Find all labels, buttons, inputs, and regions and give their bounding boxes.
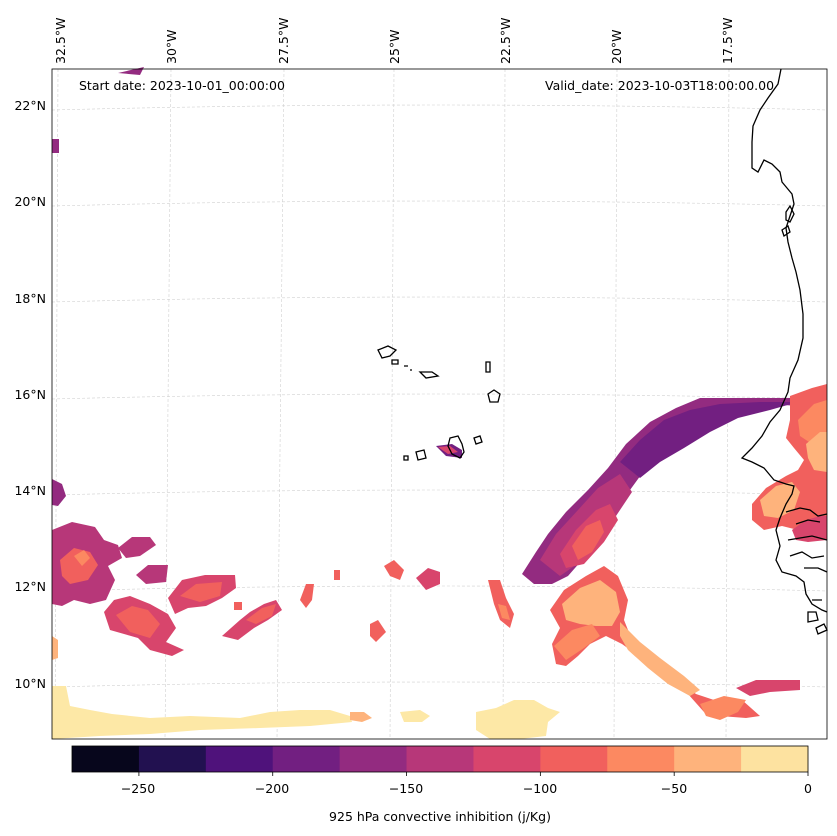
cin-region: [180, 582, 222, 602]
west-african-coast-detail: [785, 507, 828, 635]
meridian-line: [502, 68, 506, 740]
cin-region: [562, 580, 620, 626]
cin-region: [118, 537, 156, 558]
cin-region: [554, 624, 600, 660]
lat-label-22n: 22°N: [14, 98, 46, 113]
parallel-line: [51, 489, 828, 496]
lat-label-12n: 12°N: [14, 579, 46, 594]
cin-region: [572, 520, 604, 560]
island-maio: [473, 435, 483, 445]
meridian-line: [389, 68, 395, 740]
island-santa-luzia: [404, 365, 412, 371]
colorbar-swatch: [339, 746, 408, 772]
colorbar-swatch: [205, 746, 274, 772]
parallel-line: [51, 681, 828, 688]
lon-label-22-5w: 22.5°W: [498, 17, 513, 64]
lat-label-18n: 18°N: [14, 291, 46, 306]
lat-label-16n: 16°N: [14, 387, 46, 402]
colorbar-label: 925 hPa convective inhibition (j/Kg): [329, 809, 551, 824]
cin-region: [736, 680, 800, 696]
cin-region: [620, 402, 798, 478]
cin-region: [52, 139, 59, 153]
colorbar-swatch: [138, 746, 207, 772]
colorbar-swatch: [674, 746, 742, 772]
cin-region: [806, 432, 827, 472]
cin-region: [370, 620, 386, 642]
cin-region: [246, 604, 276, 624]
colorbar-swatch: [540, 746, 608, 772]
cin-region: [620, 622, 700, 696]
island-santo-antao: [377, 345, 398, 359]
map-frame: [51, 68, 828, 740]
colorbar-swatch: [406, 746, 474, 772]
colorbar-swatch: [473, 746, 541, 772]
cin-region: [416, 568, 440, 590]
colorbar-swatch: [72, 746, 140, 772]
island-sao-nicolau: [418, 371, 440, 379]
cin-region: [350, 712, 372, 722]
lat-label-10n: 10°N: [14, 676, 46, 691]
cin-region: [52, 686, 352, 739]
island-santiago: [447, 435, 465, 459]
lon-label-25w: 25°W: [387, 29, 402, 64]
lon-label-20w: 20°W: [609, 29, 624, 64]
lon-label-32-5w: 32.5°W: [53, 17, 68, 64]
island-fogo: [415, 449, 427, 461]
valid-date-label: Valid_date: 2023-10-03T18:00:00.00: [545, 78, 775, 93]
colorbar-tick: 0: [804, 781, 812, 796]
colorbar-tick: −50: [660, 781, 688, 796]
cin-region: [136, 565, 168, 584]
cin-region: [438, 446, 458, 454]
meridian-line: [613, 68, 618, 740]
island-sal: [485, 361, 491, 373]
colorbar-outline: [71, 745, 809, 773]
cin-region: [300, 584, 314, 608]
cin-region: [52, 479, 66, 506]
island-boa-vista: [487, 389, 501, 403]
colorbar-swatch: [741, 746, 809, 772]
meridian-line: [276, 68, 285, 740]
parallel-line: [51, 104, 828, 111]
parallel-line: [51, 393, 828, 400]
africa-coastline: [740, 68, 828, 613]
cin-region: [476, 700, 560, 739]
cin-region: [700, 696, 746, 720]
parallel-line: [51, 296, 828, 303]
cin-region: [792, 516, 827, 542]
parallel-line: [51, 585, 828, 592]
island-brava: [403, 455, 409, 461]
colorbar-swatch: [607, 746, 675, 772]
coastline: [377, 68, 828, 635]
lat-label-20n: 20°N: [14, 194, 46, 209]
colorbar-tick: −150: [388, 781, 424, 796]
lon-label-27-5w: 27.5°W: [276, 17, 291, 64]
cin-region: [400, 710, 430, 722]
colorbar-tick: −250: [120, 781, 156, 796]
cin-region: [52, 690, 70, 714]
cin-region: [760, 482, 800, 518]
meridian-line: [164, 68, 172, 740]
cin-region: [74, 550, 90, 566]
colorbar-swatch: [272, 746, 341, 772]
cin-region: [234, 602, 242, 610]
meridian-line: [54, 68, 59, 740]
colorbar: [71, 745, 809, 776]
island-sao-vicente: [391, 359, 399, 365]
lon-label-17-5w: 17.5°W: [720, 17, 735, 64]
graticule: [51, 68, 828, 740]
colorbar-tick: −200: [254, 781, 290, 796]
canary-islands: [781, 204, 795, 238]
lon-label-30w: 30°W: [164, 29, 179, 64]
colorbar-tick: −100: [522, 781, 558, 796]
parallel-line: [51, 200, 828, 207]
cin-region: [52, 636, 58, 660]
cin-region: [116, 606, 160, 638]
cin-region: [498, 604, 510, 620]
cin-region: [384, 560, 404, 580]
start-date-label: Start date: 2023-10-01_00:00:00: [79, 78, 285, 93]
lat-label-14n: 14°N: [14, 483, 46, 498]
cin-region: [334, 570, 340, 580]
cin-contour-field: [52, 67, 827, 739]
